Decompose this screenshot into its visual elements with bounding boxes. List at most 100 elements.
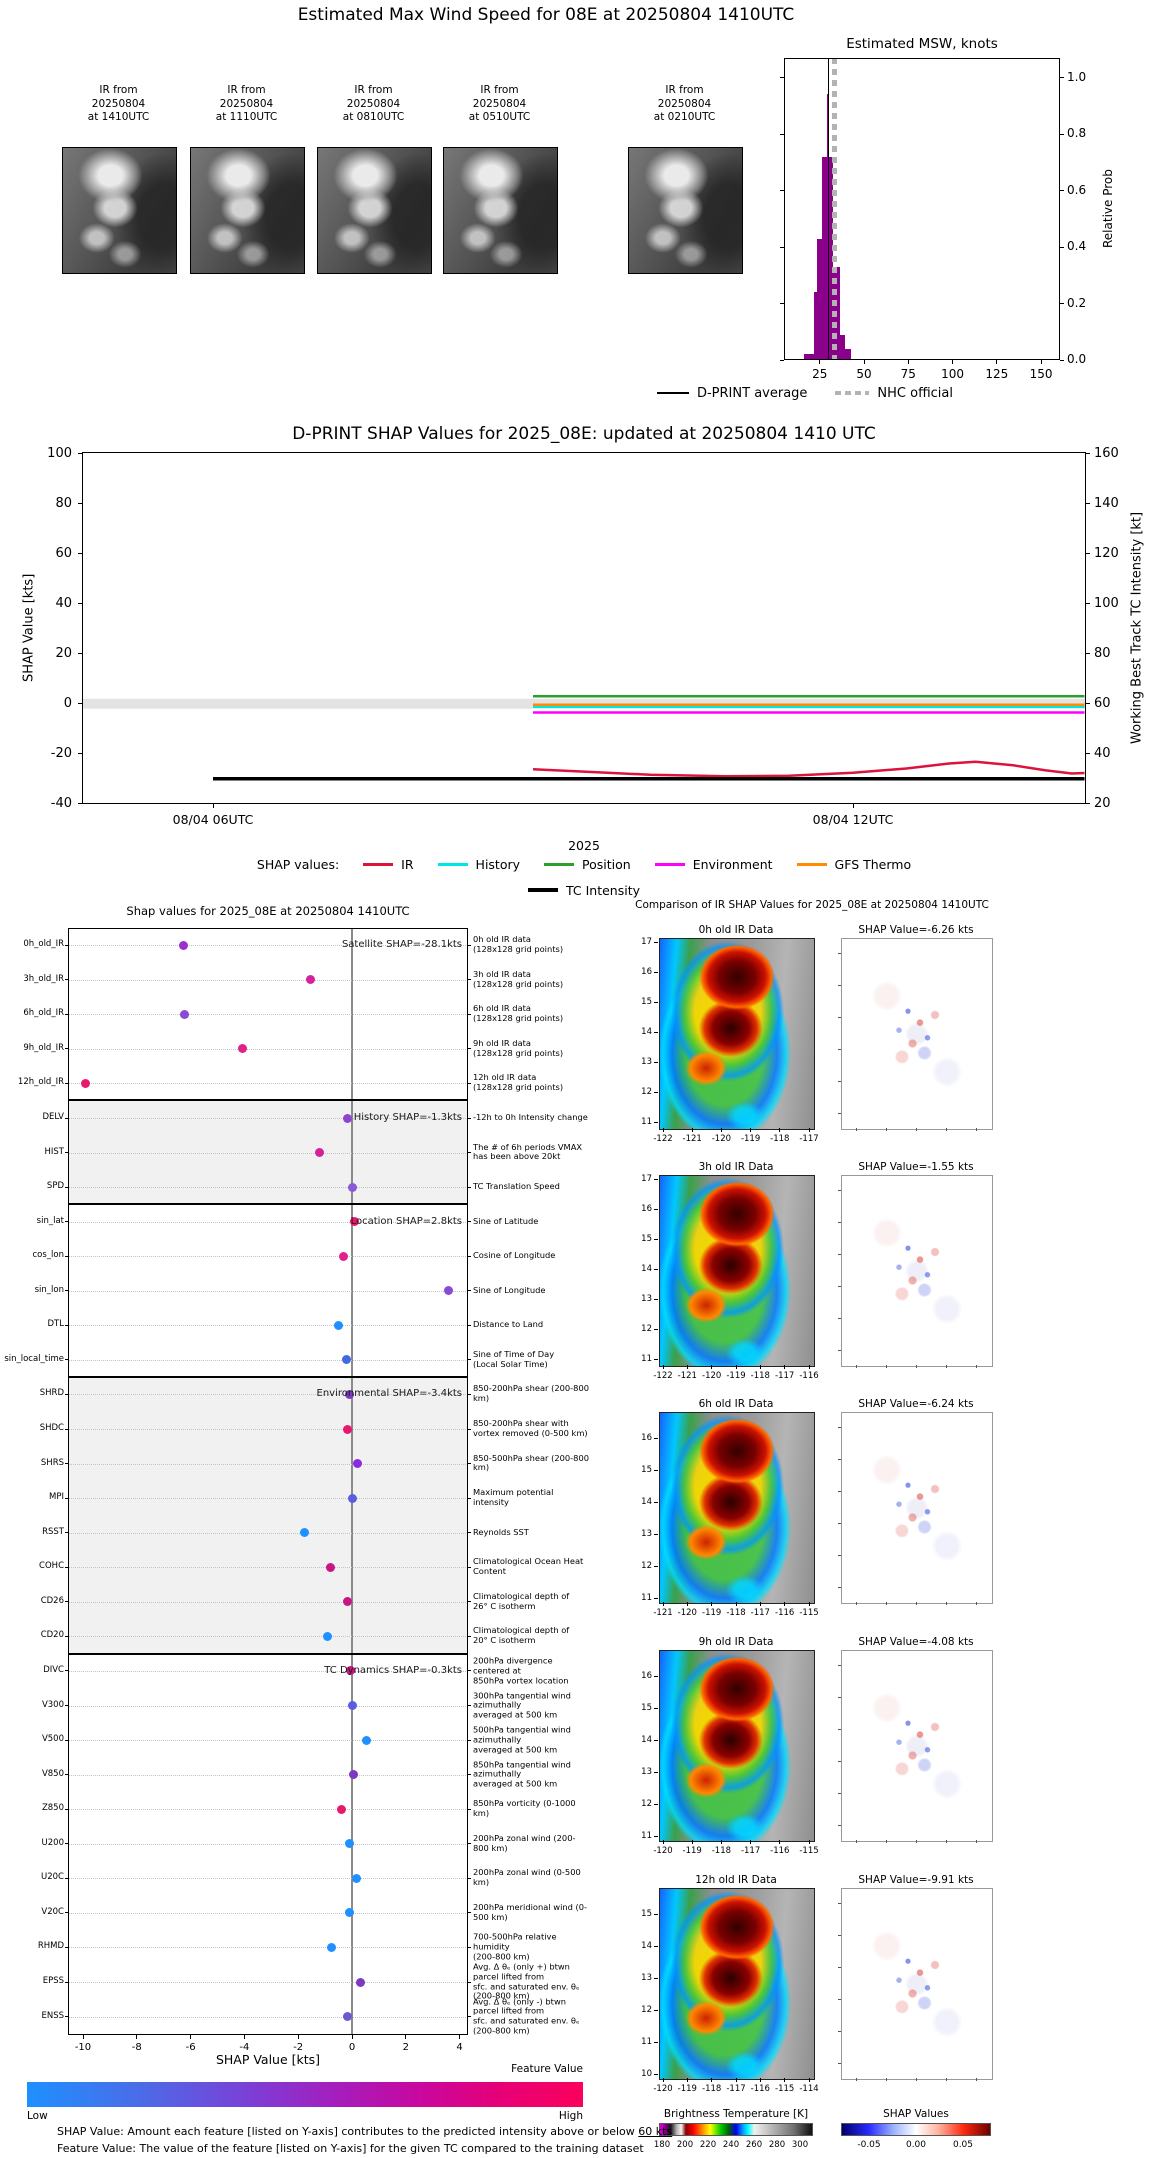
histogram-ylabel-right: Relative Prob — [1101, 169, 1115, 249]
shapmap-ytick — [838, 1459, 841, 1460]
feature-label: 12h_old_IR — [17, 1077, 64, 1088]
bt-colorbar-tick-label: 300 — [791, 2140, 809, 2150]
map-xtick — [662, 1602, 664, 1606]
map-xtick-label: -119 — [677, 2084, 697, 2094]
section-divider — [68, 1652, 468, 1655]
map-ytick — [654, 1707, 658, 1709]
shapmap-ytick — [838, 1318, 841, 1319]
dot-row-gridline — [68, 1187, 468, 1189]
shap-dot — [344, 1908, 354, 1918]
dot-row-gridline — [68, 1221, 468, 1223]
shapmap-ytick — [838, 1190, 841, 1191]
map-ytick — [654, 1121, 658, 1123]
map-xtick — [662, 1365, 664, 1369]
bt-colorbar-tick-label: 240 — [722, 2140, 740, 2150]
shapmap-xtick — [886, 1128, 887, 1131]
dot-row-gridline — [68, 1843, 468, 1845]
shapmap-ytick — [838, 1903, 841, 1904]
dotplot-ytick-right — [468, 979, 471, 981]
ts-ytick-left-label: -40 — [50, 795, 72, 811]
legend-label: Environment — [692, 856, 773, 872]
ts-legend-row2: TC Intensity — [82, 881, 1086, 899]
feature-label: SHRS — [40, 1457, 64, 1468]
map-xtick — [735, 1365, 737, 1369]
shap-dot — [237, 1044, 247, 1054]
feature-label: V500 — [41, 1734, 64, 1745]
map-xtick-label: -115 — [775, 2084, 795, 2094]
feature-label: U20C — [41, 1872, 64, 1883]
timeseries-ylabel-right: Working Best Track TC Intensity [kt] — [1129, 511, 1145, 745]
ts-ytick-right-label: 160 — [1094, 445, 1119, 461]
map-xtick-label: -119 — [740, 1134, 761, 1144]
hist-xtick-label: 150 — [1029, 367, 1053, 381]
dotplot-ytick-left — [65, 1324, 68, 1326]
ts-ytick-right-label: 100 — [1094, 595, 1119, 611]
shap-dot — [347, 1182, 357, 1192]
ir-thumbnail-image — [190, 147, 305, 274]
hist-xtick — [1040, 360, 1042, 364]
feature-description: Maximum potential intensity — [473, 1487, 554, 1508]
hist-xtick-label: 125 — [985, 367, 1009, 381]
dotplot-ytick-left — [65, 1739, 68, 1741]
shap-colorbar-tick-label: 0.05 — [952, 2140, 974, 2150]
dotplot-xtick — [459, 2035, 461, 2039]
map-xtick-label: -122 — [653, 1134, 673, 1144]
dotplot-ytick-left — [65, 1946, 68, 1948]
dotplot-ytick-left — [65, 1774, 68, 1776]
hist-ytick-left — [780, 133, 784, 135]
feature-label: CD20 — [40, 1630, 64, 1641]
map-ytick-label: 10 — [641, 2069, 652, 2079]
hist-ytick-label: 0.2 — [1067, 295, 1087, 310]
map-ytick-label: 14 — [641, 1735, 652, 1745]
map-xtick — [711, 2078, 713, 2082]
feature-description: Avg. Δ θₑ (only -) btwn parcel lifted fr… — [473, 1995, 580, 2036]
dotplot-ytick-right — [468, 1739, 471, 1741]
map-xtick — [711, 1602, 713, 1606]
feature-label: V850 — [41, 1768, 64, 1779]
dotplot-ytick-right — [468, 1290, 471, 1292]
map-ytick — [654, 1977, 658, 1979]
feature-label: MPI — [49, 1492, 64, 1503]
shapmap-xtick — [856, 1365, 857, 1368]
map-ytick-label: 11 — [641, 1831, 652, 1841]
map-xtick-label: -120 — [711, 1134, 732, 1144]
legend-swatch — [796, 862, 827, 866]
dotplot-ytick-left — [65, 1048, 68, 1050]
ts-ytick-right — [1086, 803, 1090, 805]
hist-ytick-left — [780, 77, 784, 78]
dot-row-gridline — [68, 979, 468, 981]
bt-colorbar-tick-label: 260 — [745, 2140, 763, 2150]
shap-dot — [300, 1528, 310, 1538]
map-ytick — [654, 1565, 658, 1567]
map-ytick-label: 15 — [641, 1909, 652, 1919]
map-ytick — [654, 1803, 658, 1805]
shapmap-ytick — [838, 1697, 841, 1698]
map-ytick-label: 16 — [641, 1433, 652, 1443]
ts-ytick-right — [1086, 703, 1090, 705]
bt-colorbar-tick-label: 280 — [768, 2140, 786, 2150]
map-xtick — [784, 1365, 786, 1369]
dot-row-gridline — [68, 1912, 468, 1914]
dot-row-gridline — [68, 1740, 468, 1742]
dotplot-ytick-left — [65, 1013, 68, 1015]
shapmap-xtick — [886, 1365, 887, 1368]
shap-map-image — [841, 1412, 993, 1604]
shapmap-xtick — [976, 1365, 977, 1368]
map-xtick — [759, 1602, 761, 1606]
dot-row-gridline — [68, 1498, 468, 1500]
dotplot-ytick-right — [468, 1877, 471, 1879]
ts-ytick-left-label: -20 — [50, 745, 72, 761]
dotplot-ytick-right — [468, 1082, 471, 1084]
hist-ytick-label: 0.4 — [1067, 239, 1087, 253]
feature-description: Reynolds SST — [473, 1526, 529, 1537]
feature-description: 850hPa vorticity (0-1000 km) — [473, 1798, 576, 1819]
dot-row-gridline — [68, 1463, 468, 1465]
ts-ytick-left — [78, 803, 82, 805]
feature-value-colorbar — [27, 2082, 583, 2107]
shap-dot — [343, 1113, 353, 1123]
map-xtick-label: -118 — [702, 2084, 722, 2094]
map-xtick — [750, 1128, 752, 1132]
dotplot-ytick-left — [65, 1221, 68, 1223]
map-xtick-label: -119 — [682, 1846, 702, 1856]
shapmap-xtick — [886, 2078, 887, 2081]
